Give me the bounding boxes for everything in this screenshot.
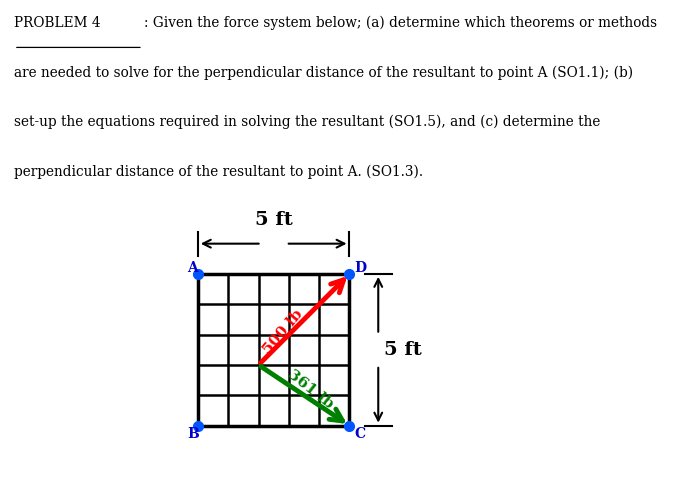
Text: are needed to solve for the perpendicular distance of the resultant to point A (: are needed to solve for the perpendicula… — [14, 65, 633, 80]
Text: D: D — [354, 261, 366, 275]
Text: 5 ft: 5 ft — [255, 210, 292, 228]
Text: 500 lb: 500 lb — [260, 306, 306, 357]
Text: perpendicular distance of the resultant to point A. (SO1.3).: perpendicular distance of the resultant … — [14, 164, 423, 179]
Text: B: B — [187, 427, 199, 441]
Text: A: A — [187, 261, 198, 275]
Text: C: C — [354, 427, 365, 441]
Text: 5 ft: 5 ft — [383, 341, 421, 359]
Text: set-up the equations required in solving the resultant (SO1.5), and (c) determin: set-up the equations required in solving… — [14, 115, 600, 129]
Text: PROBLEM 4: PROBLEM 4 — [14, 16, 100, 30]
Text: : Given the force system below; (a) determine which theorems or methods: : Given the force system below; (a) dete… — [144, 16, 657, 30]
Text: 361 lb: 361 lb — [285, 367, 335, 411]
